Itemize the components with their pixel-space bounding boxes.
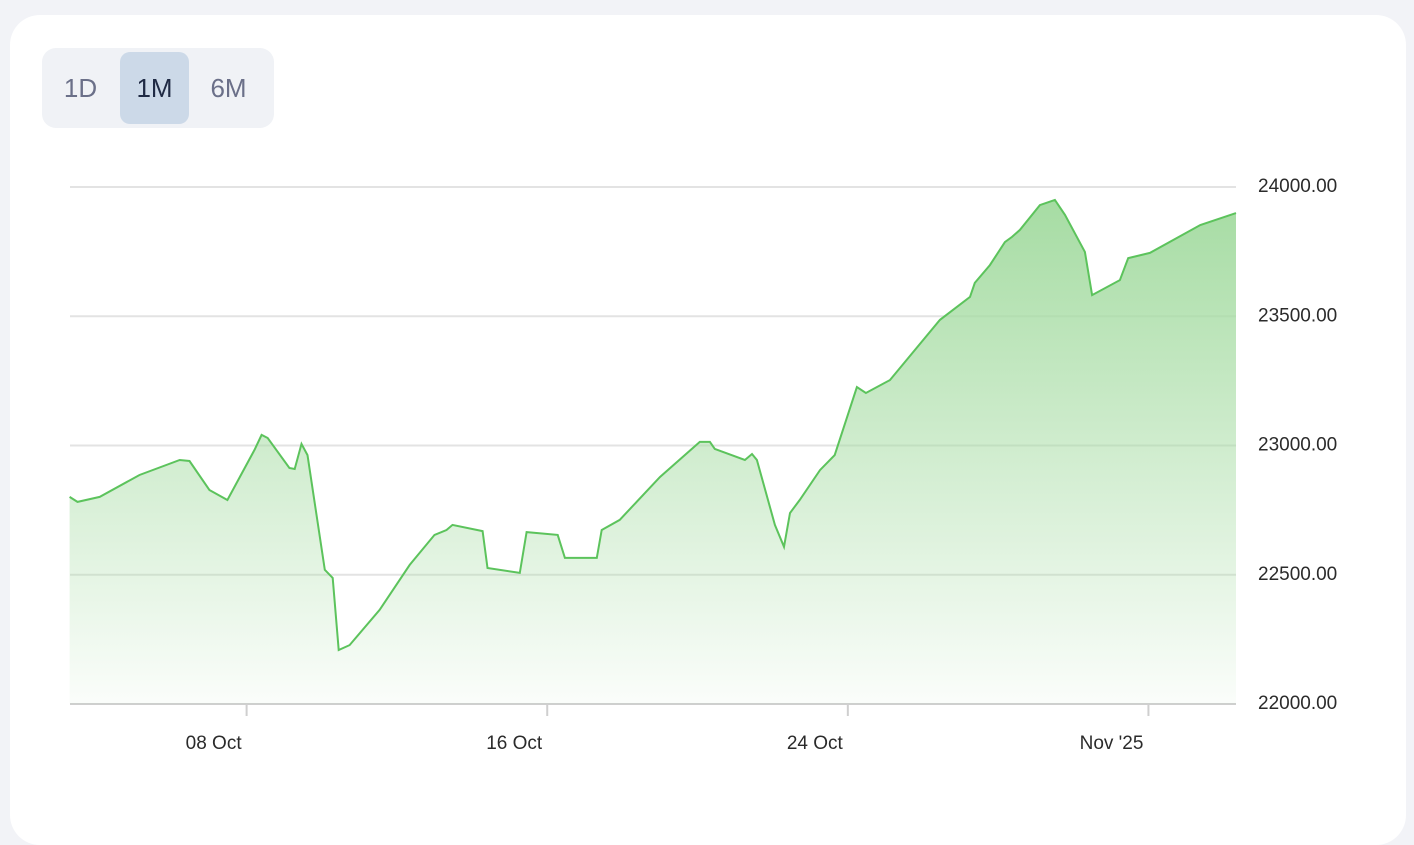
y-tick-label: 24000.00: [1258, 176, 1337, 197]
x-tick-label: Nov '25: [1080, 733, 1144, 754]
x-tick-label: 08 Oct: [186, 733, 243, 754]
line: [69, 198, 1237, 652]
range-selector: 1D 1M 6M: [42, 48, 274, 128]
x-tick-label: 24 Oct: [787, 733, 844, 754]
y-tick-label: 22000.00: [1258, 693, 1337, 714]
range-button[interactable]: 6M: [210, 72, 247, 103]
area: [69, 199, 1237, 704]
x-tick-label: 16 Oct: [486, 733, 543, 754]
y-tick-label: 23500.00: [1258, 305, 1337, 326]
range-button[interactable]: 1D: [63, 72, 98, 103]
y-tick-label: 23000.00: [1258, 435, 1337, 456]
y-tick-label: 22500.00: [1258, 564, 1337, 585]
range-button[interactable]: 1M: [120, 52, 189, 124]
